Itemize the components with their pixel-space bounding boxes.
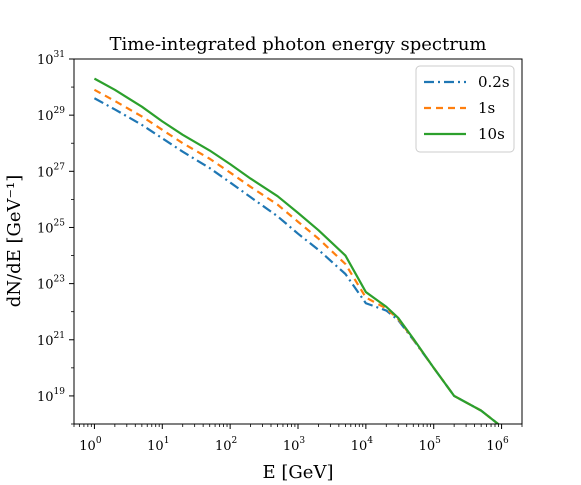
x-tick-exponent: 0 xyxy=(96,436,102,446)
y-axis-label: dN/dE [GeV⁻¹] xyxy=(4,175,25,308)
y-tick-label: 1027 xyxy=(37,162,65,180)
legend-label: 10s xyxy=(478,125,505,143)
y-tick-label: 1021 xyxy=(37,331,65,349)
y-tick-exponent: 27 xyxy=(54,162,66,172)
series-line-10s xyxy=(93,77,500,424)
x-tick-exponent: 2 xyxy=(232,436,238,446)
y-tick-exponent: 19 xyxy=(54,387,66,397)
x-tick-label: 106 xyxy=(486,436,509,454)
y-tick-label: 1025 xyxy=(37,218,65,236)
x-tick-exponent: 4 xyxy=(367,436,373,446)
y-tick-exponent: 21 xyxy=(54,331,65,341)
x-tick-exponent: 5 xyxy=(435,436,441,446)
x-tick-label: 100 xyxy=(79,436,102,454)
x-tick-label: 102 xyxy=(215,436,237,454)
y-tick-label: 1023 xyxy=(37,275,65,293)
x-tick-label: 103 xyxy=(283,436,306,454)
x-tick-exponent: 6 xyxy=(503,436,509,446)
chart-title: Time-integrated photon energy spectrum xyxy=(109,34,486,55)
plot-area xyxy=(93,77,500,424)
y-tick-exponent: 25 xyxy=(54,218,66,228)
x-tick-label: 104 xyxy=(351,436,374,454)
series-line-1s xyxy=(93,88,500,424)
plot-frame xyxy=(73,58,523,425)
x-tick-exponent: 3 xyxy=(299,436,305,446)
y-tick-label: 1031 xyxy=(37,50,65,68)
series-line-0-2s xyxy=(93,97,500,424)
y-tick-exponent: 31 xyxy=(54,50,65,60)
y-tick-exponent: 29 xyxy=(54,106,66,116)
y-tick-label: 1029 xyxy=(37,106,65,124)
y-tick-exponent: 23 xyxy=(54,275,66,285)
legend-label: 1s xyxy=(478,99,495,117)
x-axis-label: E [GeV] xyxy=(263,462,334,483)
y-tick-label: 1019 xyxy=(37,387,65,405)
legend: 0.2s 1s 10s xyxy=(415,65,515,153)
legend-label: 0.2s xyxy=(478,73,510,91)
x-tick-exponent: 1 xyxy=(164,436,170,446)
x-tick-label: 105 xyxy=(419,436,442,454)
x-tick-label: 101 xyxy=(147,436,169,454)
